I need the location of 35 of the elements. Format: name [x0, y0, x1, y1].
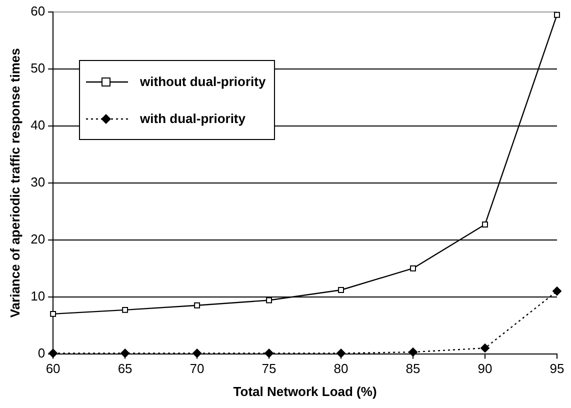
x-tick-label: 65 [118, 361, 132, 376]
legend-label: without dual-priority [140, 74, 266, 89]
point [552, 286, 562, 296]
x-tick-label: 85 [406, 361, 420, 376]
point [192, 348, 202, 358]
point [408, 348, 418, 357]
y-tick-label: 60 [30, 4, 46, 19]
x-tick-label: 90 [478, 361, 492, 376]
point [50, 310, 56, 317]
point [554, 12, 560, 18]
y-tick-label: 20 [30, 231, 46, 246]
point [194, 302, 200, 308]
y-tick-label: 30 [30, 174, 46, 190]
point [266, 297, 272, 304]
point [264, 348, 274, 358]
y-tick-label: 50 [30, 60, 46, 76]
point [122, 306, 128, 313]
y-tick-label: 0 [38, 345, 46, 360]
point [410, 265, 416, 272]
point [338, 287, 344, 293]
y-tick-label: 10 [30, 288, 46, 304]
point [482, 222, 488, 228]
y-axis-title: Variance of aperiodic traffic response times [7, 48, 22, 318]
point [480, 344, 490, 353]
x-axis-title: Total Network Load (%) [233, 384, 377, 399]
x-tick-label: 60 [46, 361, 60, 376]
x-tick-label: 75 [262, 361, 276, 376]
point [120, 348, 130, 358]
x-tick-label: 80 [334, 361, 348, 376]
x-tick-label: 70 [190, 361, 204, 376]
legend-label: with dual-priority [140, 111, 246, 126]
point [336, 348, 346, 358]
point [48, 348, 58, 358]
y-tick-label: 40 [30, 118, 46, 133]
x-tick-label: 95 [550, 361, 564, 376]
